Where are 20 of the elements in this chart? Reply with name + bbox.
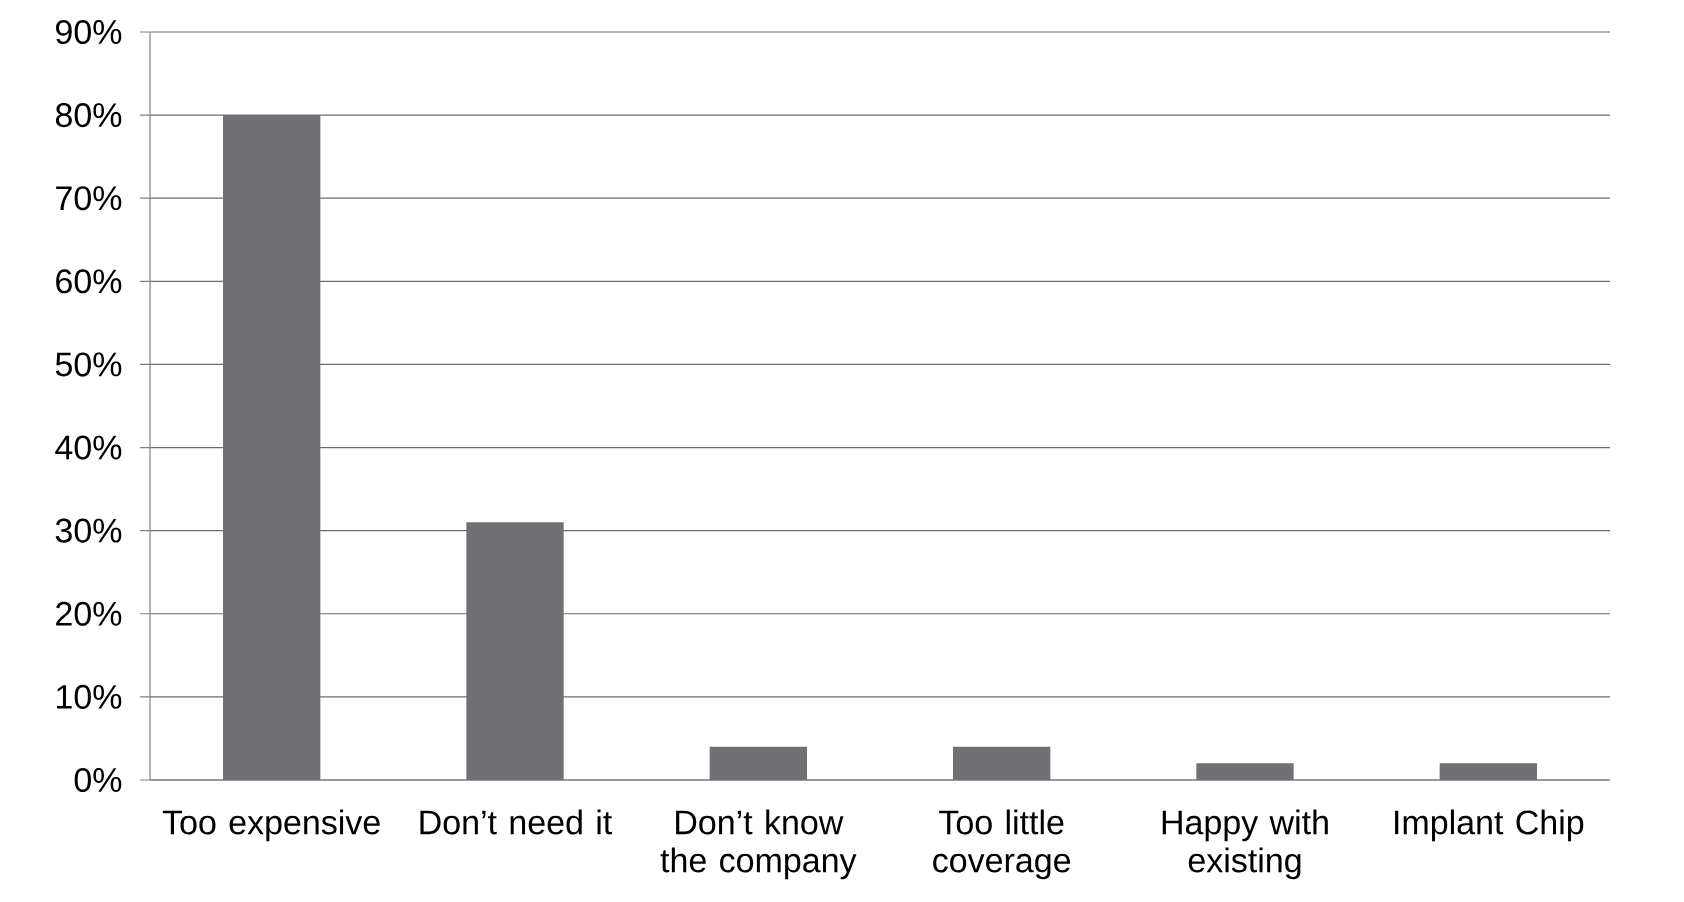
x-tick-label: Don’t need it — [420, 809, 613, 835]
y-tick-label: 60% — [56, 269, 122, 294]
x-tick-label: Too expensive — [162, 809, 380, 842]
y-tick-label: 0% — [74, 767, 122, 793]
y-tick-label: 20% — [56, 601, 122, 626]
y-tick-label: 90% — [56, 19, 122, 45]
x-tick-label: Implant Chip — [1395, 809, 1584, 842]
x-tick-label: Don’t know the company — [660, 809, 857, 880]
bar — [1196, 763, 1294, 780]
x-tick-label: Happy with existing — [1162, 809, 1328, 880]
bar — [709, 746, 807, 780]
y-tick-label: 80% — [55, 103, 122, 128]
bar — [1439, 763, 1537, 780]
y-tick-label: 30% — [55, 518, 122, 543]
x-tick-label: Too little coverage — [933, 809, 1071, 880]
y-tick-label: 10% — [57, 684, 122, 709]
y-tick-label: 50% — [55, 352, 122, 377]
y-tick-label: 70% — [56, 186, 122, 211]
bar — [953, 746, 1051, 780]
y-tick-label: 40% — [55, 435, 122, 460]
